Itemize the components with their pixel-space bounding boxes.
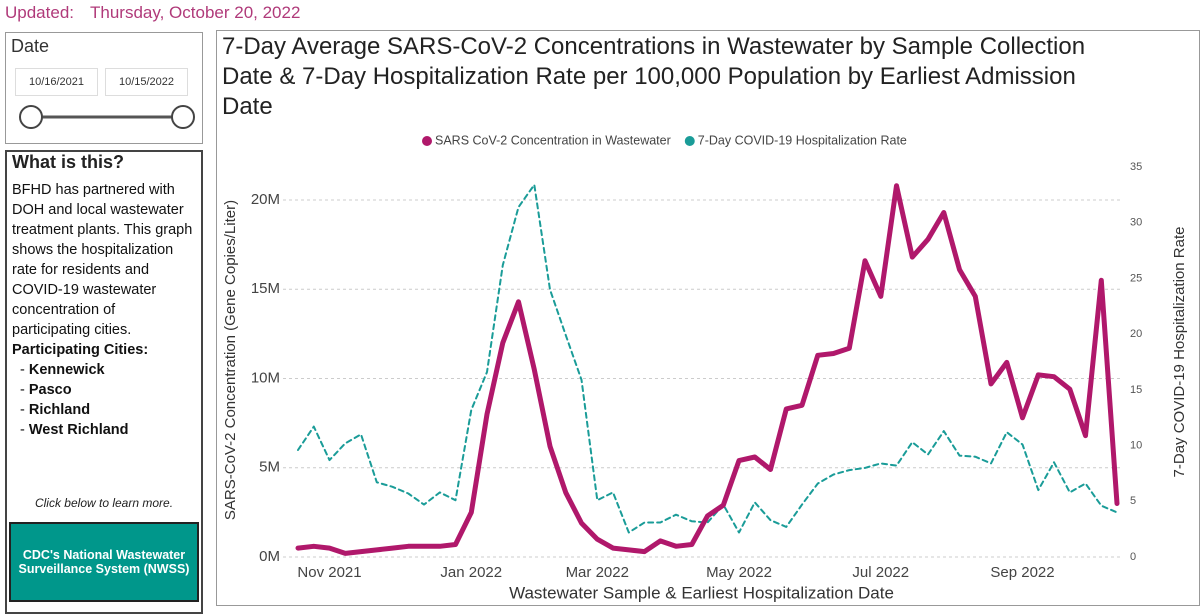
x-tick-label: Nov 2021 — [297, 564, 361, 581]
x-axis-title: Wastewater Sample & Earliest Hospitaliza… — [509, 583, 894, 602]
cities-title: Participating Cities: — [12, 342, 149, 358]
legend-label: 7-Day COVID-19 Hospitalization Rate — [698, 133, 907, 147]
y2-tick-label: 35 — [1130, 161, 1142, 173]
y-tick-label: 15M — [251, 280, 280, 297]
info-text: BFHD has partnered with DOH and local wa… — [12, 182, 193, 338]
city: Pasco — [20, 380, 197, 400]
slider-handle[interactable] — [19, 105, 43, 129]
series-line — [295, 183, 1120, 556]
legend-label: SARS CoV-2 Concentration in Wastewater — [435, 133, 671, 147]
y2-axis-title: 7-Day COVID-19 Hospitalization Rate — [1171, 227, 1188, 478]
end-date[interactable]: 10/15/2022 — [105, 68, 188, 96]
legend-marker — [684, 136, 695, 146]
y-axis-title: SARS-CoV-2 Concentration (Gene Copies/Li… — [222, 200, 239, 520]
legend-marker — [422, 136, 432, 146]
y2-tick-label: 0 — [1130, 551, 1136, 563]
y-tick-label: 10M — [251, 369, 280, 386]
y2-tick-label: 10 — [1130, 439, 1142, 451]
x-tick-label: Jan 2022 — [440, 564, 502, 581]
updated-label: Updated: — [5, 3, 74, 22]
x-tick-label: May 2022 — [706, 564, 772, 581]
info-note: Click below to learn more. — [34, 496, 174, 510]
slicer-title: Date — [11, 36, 50, 56]
chart-title: 7-Day Average SARS-CoV-2 Concentrations … — [222, 33, 1086, 120]
y2-tick-label: 20 — [1130, 328, 1142, 340]
cities-list: KennewickPascoRichlandWest Richland — [12, 360, 197, 440]
date-slicer[interactable]: Date 10/16/2021 10/15/2022 — [5, 32, 203, 144]
x-tick-label: Mar 2022 — [566, 564, 629, 581]
y2-tick-label: 30 — [1130, 217, 1142, 229]
nwss-button[interactable]: CDC's National Wastewater Surveillance S… — [9, 522, 199, 602]
updated-header: Updated: Thursday, October 20, 2022 — [5, 3, 300, 23]
info-panel: What is this? BFHD has partnered with DO… — [5, 150, 203, 614]
city: West Richland — [20, 420, 197, 440]
y2-tick-label: 15 — [1130, 384, 1142, 396]
info-body: BFHD has partnered with DOH and local wa… — [12, 180, 197, 440]
y-tick-label: 20M — [251, 191, 280, 208]
y-tick-label: 5M — [259, 459, 280, 476]
y2-tick-label: 5 — [1130, 495, 1136, 507]
y-tick-label: 0M — [259, 548, 280, 565]
x-tick-label: Jul 2022 — [852, 564, 909, 581]
info-title: What is this? — [12, 152, 124, 172]
updated-date: Thursday, October 20, 2022 — [90, 3, 301, 22]
y2-tick-label: 25 — [1130, 272, 1142, 284]
city: Kennewick — [20, 360, 197, 380]
series-line — [297, 183, 1118, 534]
x-tick-label: Sep 2022 — [990, 564, 1054, 581]
start-date[interactable]: 10/16/2021 — [15, 68, 98, 96]
slider-handle[interactable] — [171, 105, 195, 129]
city: Richland — [20, 400, 197, 420]
slider[interactable] — [6, 33, 202, 143]
